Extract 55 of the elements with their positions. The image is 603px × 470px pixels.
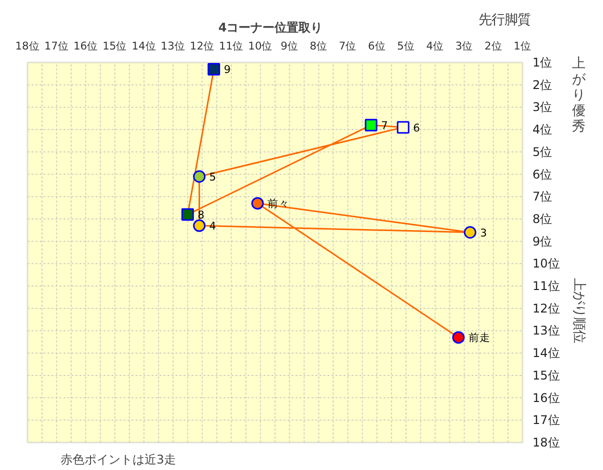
y-tick-label: 1位	[532, 56, 552, 70]
chart-title: 4コーナー位置取り	[218, 20, 323, 34]
point	[251, 197, 264, 210]
text: 先行脚質	[478, 13, 530, 28]
x-tick-label: 7位	[338, 40, 357, 52]
point	[452, 331, 465, 344]
point	[193, 219, 206, 232]
y-tick-label: 15位	[532, 368, 560, 382]
y-tick-label: 13位	[532, 324, 560, 338]
y-tick-label: 4位	[532, 122, 552, 137]
y-axis-title: 上がり順位	[571, 278, 586, 343]
x-tick-label: 5位	[397, 40, 415, 52]
x-tick-label: 9位	[280, 40, 298, 52]
y-tick-label: 6位	[532, 167, 552, 182]
point	[464, 226, 476, 239]
x-tick-label: 13位	[160, 40, 186, 52]
y-tick-label: 10位	[532, 256, 560, 271]
y-tick-label: 7位	[532, 190, 552, 204]
y-tick-label: 14位	[532, 346, 560, 360]
x-tick-label: 12位	[190, 40, 214, 52]
x-tick-label: 14位	[132, 40, 156, 52]
annotation: 3	[480, 226, 487, 240]
text: 上がり優秀	[572, 56, 586, 134]
x-tick-label: 18位	[15, 40, 40, 52]
x-tick-label: 11位	[219, 40, 244, 52]
point	[208, 62, 220, 76]
x-tick-label: 15位	[102, 40, 128, 52]
y-tick-label: 11位	[532, 279, 560, 294]
point	[193, 170, 206, 183]
x-tick-label: 16位	[73, 40, 98, 52]
x-tick-label: 3位	[455, 40, 474, 52]
annotation: 6	[413, 121, 420, 134]
x-tick-label: 8位	[310, 40, 328, 52]
y-tick-label: 8位	[532, 212, 552, 226]
y-tick-label: 3位	[532, 100, 552, 114]
annotation: 9	[224, 63, 231, 76]
text: 赤色ポイントは近3走	[60, 452, 176, 466]
y-tick-label: 16位	[532, 390, 560, 405]
y-tick-label: 17位	[532, 413, 560, 428]
y-tick-label: 9位	[532, 234, 552, 248]
y-tick-label: 2位	[532, 78, 552, 92]
x-tick-label: 17位	[44, 40, 69, 52]
annotation: 5	[209, 170, 216, 184]
x-tick-label: 2位	[484, 40, 502, 52]
point	[364, 118, 378, 132]
y-tick-label: 5位	[532, 144, 552, 159]
y-tick-label: 18位	[532, 436, 560, 450]
annotation: 前走	[468, 330, 490, 344]
x-tick-label: 1位	[514, 40, 532, 52]
point	[181, 208, 194, 221]
x-tick-label: 10位	[248, 40, 273, 52]
x-tick-label: 4位	[426, 40, 444, 52]
y-tick-label: 12位	[532, 301, 560, 316]
point	[396, 121, 410, 134]
x-tick-label: 6位	[368, 40, 386, 52]
